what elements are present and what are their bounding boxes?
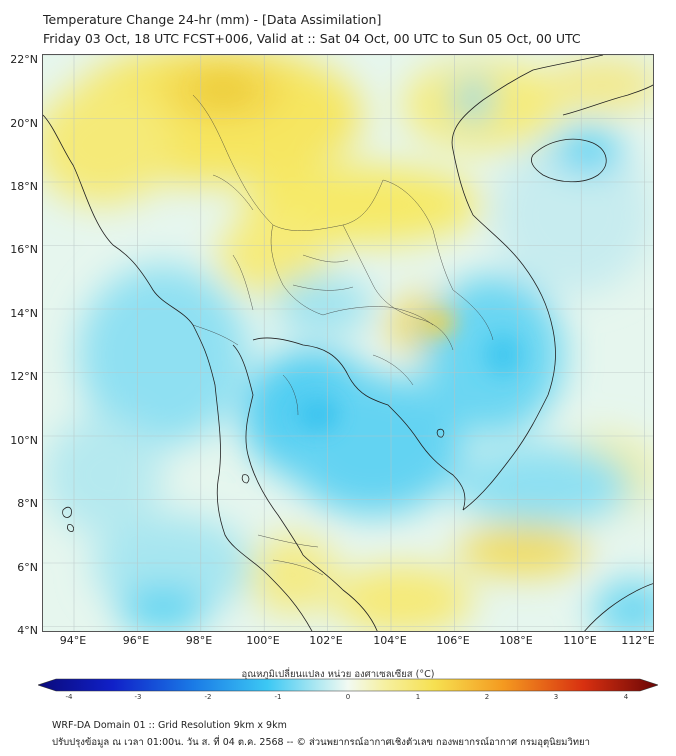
colorbar-tick: 1 xyxy=(415,693,421,701)
lat-label-4n: 4°N xyxy=(17,624,38,637)
lon-label-104e: 104°E xyxy=(373,634,407,647)
lon-label-110e: 110°E xyxy=(563,634,597,647)
colorbar-tick: -4 xyxy=(65,693,73,701)
admin-borders xyxy=(192,94,494,576)
lat-label-14n: 14°N xyxy=(10,307,38,320)
lon-label-108e: 108°E xyxy=(499,634,533,647)
lon-label-102e: 102°E xyxy=(309,634,343,647)
colorbar-gradient xyxy=(38,678,658,692)
lat-label-16n: 16°N xyxy=(10,243,38,256)
lat-label-20n: 20°N xyxy=(10,117,38,130)
colorbar-tick: 3 xyxy=(553,693,559,701)
footer-domain-info: WRF-DA Domain 01 :: Grid Resolution 9km … xyxy=(52,720,287,731)
lat-label-6n: 6°N xyxy=(17,561,38,574)
colorbar xyxy=(38,678,658,692)
colorbar-title: อุณหภูมิเปลี่ยนแปลง หน่วย องศาเซลเซียส (… xyxy=(241,669,435,680)
map-title: Temperature Change 24-hr (mm) - [Data As… xyxy=(43,12,382,27)
map-panel xyxy=(42,54,654,632)
colorbar-tick: 0 xyxy=(345,693,351,701)
lat-label-10n: 10°N xyxy=(10,434,38,447)
lon-label-106e: 106°E xyxy=(436,634,470,647)
lat-label-18n: 18°N xyxy=(10,180,38,193)
colorbar-tick: -2 xyxy=(204,693,212,701)
lat-label-12n: 12°N xyxy=(10,370,38,383)
lon-label-98e: 98°E xyxy=(185,634,213,647)
temperature-change-map xyxy=(43,55,653,631)
lon-label-100e: 100°E xyxy=(246,634,280,647)
temperature-field xyxy=(43,55,653,631)
colorbar-tick: 4 xyxy=(623,693,629,701)
map-subtitle: Friday 03 Oct, 18 UTC FCST+006, Valid at… xyxy=(43,31,581,46)
lon-label-94e: 94°E xyxy=(59,634,87,647)
lon-label-96e: 96°E xyxy=(122,634,150,647)
lon-label-112e: 112°E xyxy=(621,634,655,647)
lat-label-8n: 8°N xyxy=(17,497,38,510)
coastlines xyxy=(43,55,653,631)
colorbar-tick: 2 xyxy=(484,693,490,701)
colorbar-tick: -1 xyxy=(274,693,282,701)
footer-credit: ปรับปรุงข้อมูล ณ เวลา 01:00น. วัน ส. ที่… xyxy=(52,737,590,748)
lat-label-22n: 22°N xyxy=(10,53,38,66)
colorbar-tick: -3 xyxy=(134,693,142,701)
